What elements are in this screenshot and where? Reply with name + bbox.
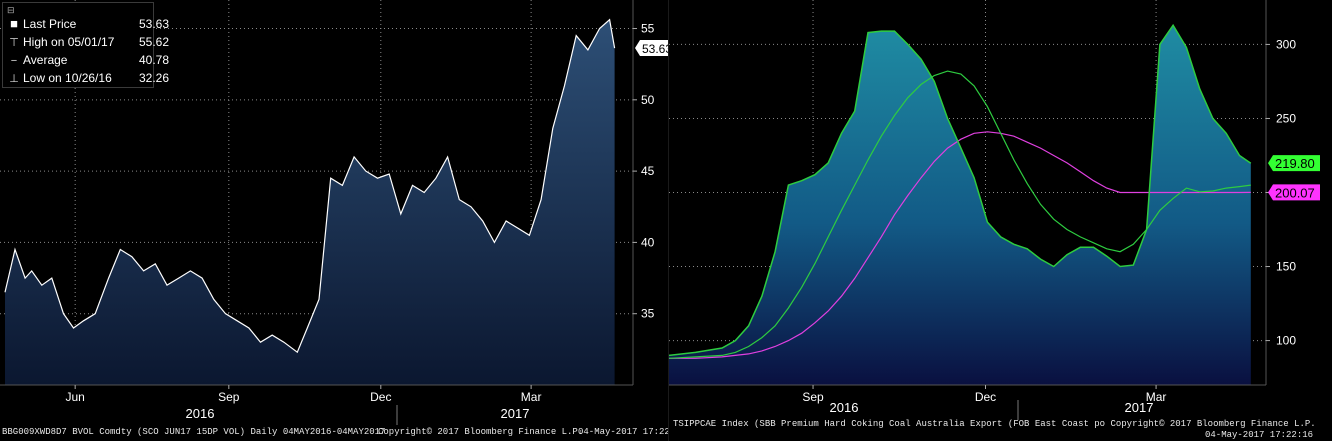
- left-last-badge: 53.63: [635, 40, 668, 57]
- right-x-ticks: Sep Dec Mar 2016 2017: [802, 385, 1166, 415]
- x-tick-label: Mar: [1146, 390, 1167, 404]
- x-group-label: 2017: [501, 406, 530, 421]
- x-tick-label: Sep: [802, 390, 824, 404]
- legend-average-value: 40.78: [139, 53, 170, 67]
- low-marker-icon: ⊥: [9, 73, 19, 85]
- legend-row-low: ⊥ Low on 10/26/16 32.26: [9, 71, 169, 86]
- y-tick-label: 45: [641, 164, 655, 178]
- legend-low-value: 32.26: [139, 71, 170, 85]
- x-tick-label: Mar: [521, 390, 542, 404]
- collapse-icon[interactable]: ⊟: [7, 5, 15, 15]
- legend-high-label: High on 05/01/17: [23, 35, 115, 49]
- y-tick-label: 50: [641, 93, 655, 107]
- left-footer-ticker: BBG009XWD8D7 BVOL Comdty (SCO JUN17 15DP…: [2, 427, 386, 437]
- average-marker-icon: −: [10, 55, 18, 67]
- left-price-line: [4, 18, 616, 354]
- left-x-ticks: Jun Sep Dec Mar 2016 2017: [65, 385, 541, 421]
- left-area-fill: [5, 19, 615, 385]
- x-tick-label: Jun: [65, 390, 84, 404]
- x-group-label: 2016: [830, 400, 859, 415]
- right-secondary-badge-label: 200.07: [1275, 185, 1315, 200]
- y-tick-label: 150: [1276, 260, 1296, 274]
- x-group-label: 2016: [186, 406, 215, 421]
- square-icon: ■: [10, 16, 18, 31]
- right-primary-badge: 219.80: [1268, 155, 1320, 172]
- left-footer-date: 04-May-2017 17:22:26: [578, 427, 668, 437]
- legend-high-value: 55.62: [139, 35, 170, 49]
- right-secondary-badge: 200.07: [1268, 184, 1320, 201]
- left-legend: ■ Last Price 53.63 ⊤ High on 05/01/17 55.62 …: [2, 2, 169, 88]
- legend-row-average: − Average 40.78: [9, 53, 169, 68]
- legend-average-label: Average: [23, 53, 68, 67]
- y-tick-label: 40: [641, 235, 655, 249]
- x-tick-label: Dec: [975, 390, 996, 404]
- right-footer-ticker: TSIPPCAE Index (SBB Premium Hard Coking …: [673, 419, 1316, 429]
- right-primary-badge-label: 219.80: [1275, 156, 1315, 171]
- legend-row-last-price: ■ Last Price 53.63: [9, 16, 169, 32]
- left-chart: 35 40 45 50 55 Jun Sep Dec Mar 2016 2017 53.63: [0, 0, 668, 425]
- y-tick-label: 35: [641, 307, 655, 321]
- x-tick-label: Sep: [218, 390, 240, 404]
- y-tick-label: 300: [1276, 37, 1296, 51]
- left-last-badge-label: 53.63: [642, 42, 668, 56]
- high-marker-icon: ⊤: [9, 37, 19, 49]
- legend-row-high: ⊤ High on 05/01/17 55.62: [9, 35, 169, 50]
- y-tick-label: 250: [1276, 111, 1296, 125]
- left-y-ticks: 35 40 45 50 55: [633, 22, 655, 321]
- x-group-label: 2017: [1125, 400, 1154, 415]
- right-long-ma-line: [669, 131, 1251, 359]
- left-footer-copyright: Copyright© 2017 Bloomberg Finance L.P.: [378, 427, 584, 437]
- y-tick-label: 100: [1276, 334, 1296, 348]
- right-price-line: [669, 23, 1252, 357]
- left-chart-panel: 35 40 45 50 55 Jun Sep Dec Mar 2016 2017 53.63 ■ L…: [0, 0, 668, 437]
- right-footer-date: 04-May-2017 17:22:16: [1205, 430, 1314, 440]
- right-ma-line: [669, 70, 1251, 359]
- legend-last-price-label: Last Price: [23, 17, 77, 31]
- panel-divider: [667, 0, 669, 441]
- legend-last-price-value: 53.63: [139, 17, 170, 31]
- y-tick-label: 55: [641, 22, 655, 36]
- right-area-fill: [669, 25, 1251, 385]
- legend-low-label: Low on 10/26/16: [23, 71, 112, 85]
- x-tick-label: Dec: [370, 390, 391, 404]
